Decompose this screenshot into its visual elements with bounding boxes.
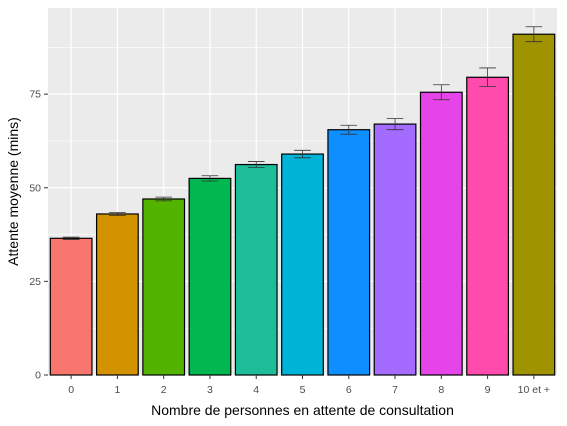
error-bar-4 — [247, 161, 265, 168]
x-axis-title: Nombre de personnes en attente de consul… — [151, 402, 454, 418]
bar-1 — [95, 213, 139, 376]
bar-9 — [466, 76, 510, 376]
x-tick-label: 3 — [207, 384, 213, 396]
x-axis-ticks: 0 1 2 3 4 5 6 7 8 9 10 et + — [68, 375, 550, 396]
error-bar-6 — [340, 124, 358, 135]
x-tick-label: 9 — [485, 384, 491, 396]
x-tick-label: 1 — [114, 384, 120, 396]
error-bar-7 — [386, 118, 404, 131]
x-tick-label: 5 — [300, 384, 306, 396]
bar-8 — [419, 91, 463, 376]
bar-5 — [281, 153, 324, 376]
y-tick-label: 75 — [29, 89, 41, 101]
error-bar-3 — [201, 175, 219, 182]
bar-7 — [373, 123, 417, 376]
y-tick-label: 50 — [29, 182, 41, 194]
error-bar-5 — [294, 149, 311, 159]
error-bar-2 — [155, 196, 173, 202]
y-tick-label: 25 — [29, 276, 41, 288]
error-bar-9 — [479, 67, 496, 88]
y-tick-label: 0 — [35, 370, 41, 382]
error-bar-10-et-plus — [525, 26, 543, 43]
x-tick-label: 7 — [392, 384, 398, 396]
error-bar-0 — [62, 236, 80, 240]
x-tick-label: 10 et + — [518, 384, 550, 396]
x-tick-label: 2 — [161, 384, 167, 396]
bar-10-et-plus — [512, 33, 556, 376]
bar-0 — [49, 237, 93, 376]
y-axis-title: Attente moyenne (mins) — [5, 117, 21, 266]
bars — [49, 33, 556, 376]
x-tick-label: 0 — [68, 384, 74, 396]
error-bar-8 — [432, 84, 450, 101]
x-tick-label: 6 — [346, 384, 352, 396]
bar-4 — [234, 163, 278, 376]
x-tick-label: 8 — [438, 384, 444, 396]
bar-6 — [327, 129, 371, 376]
error-bars — [62, 26, 543, 240]
bar-3 — [188, 177, 232, 376]
x-tick-label: 4 — [253, 384, 259, 396]
bar-2 — [142, 198, 186, 376]
y-axis-ticks: 0 25 50 75 — [29, 89, 48, 382]
error-bar-1 — [109, 212, 126, 216]
